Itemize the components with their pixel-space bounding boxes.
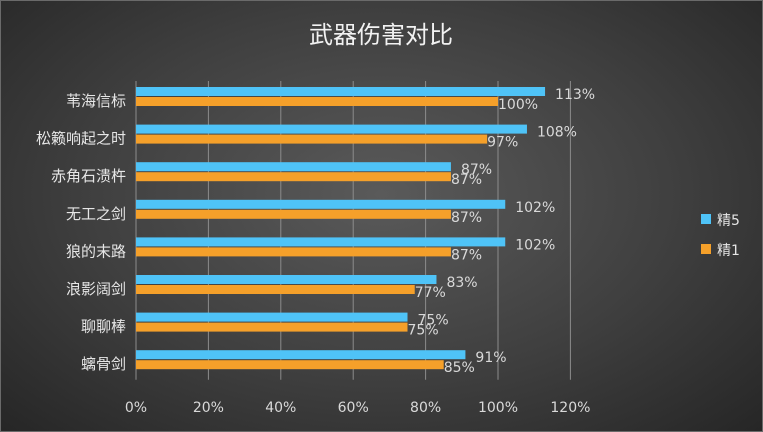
data-label: 75%	[418, 313, 449, 329]
bar	[136, 172, 451, 182]
legend-swatch	[701, 244, 711, 254]
category-label: 赤角石溃杵	[51, 167, 126, 185]
x-tick-label: 120%	[550, 400, 590, 416]
legend: 精5 精1	[701, 213, 740, 259]
x-tick-label: 20%	[193, 400, 224, 416]
bar	[136, 237, 506, 247]
category-label: 聊聊棒	[81, 318, 126, 336]
bar	[136, 87, 546, 96]
bars	[136, 87, 546, 370]
data-label: 113%	[555, 87, 595, 103]
data-label: 85%	[444, 360, 475, 376]
bar	[136, 97, 498, 106]
bar	[136, 322, 408, 332]
category-label: 螭骨剑	[81, 355, 126, 373]
x-tick-label: 60%	[338, 400, 369, 416]
data-label: 91%	[475, 350, 506, 366]
category-label: 浪影阔剑	[66, 280, 126, 298]
bar	[136, 209, 451, 219]
data-label: 102%	[515, 237, 555, 253]
bar	[136, 199, 506, 209]
bar	[136, 134, 488, 144]
data-label: 97%	[487, 135, 518, 151]
category-label: 苇海信标	[66, 92, 126, 110]
legend-label: 精5	[717, 213, 740, 229]
data-label: 77%	[415, 285, 446, 301]
legend-label: 精1	[717, 243, 740, 259]
data-label: 87%	[451, 172, 482, 188]
x-tick-label: 0%	[125, 400, 147, 416]
data-label: 75%	[408, 323, 439, 339]
data-label: 87%	[461, 162, 492, 178]
data-label: 87%	[451, 210, 482, 226]
data-labels: 113%100%108%97%87%87%102%87%102%87%83%77…	[408, 87, 596, 376]
data-label: 108%	[537, 125, 577, 141]
x-tick-label: 80%	[410, 400, 441, 416]
category-label: 松籁响起之时	[36, 130, 126, 148]
data-label: 83%	[446, 275, 477, 291]
bar	[136, 275, 437, 284]
value-axis: 0% 20% 40% 60% 80% 100% 120%	[125, 400, 591, 416]
x-tick-label: 100%	[478, 400, 518, 416]
chart-title: 武器伤害对比	[309, 21, 453, 49]
data-label: 87%	[451, 247, 482, 263]
category-label: 狼的末路	[66, 242, 126, 260]
bar	[136, 350, 466, 360]
bar	[136, 247, 451, 257]
bar	[136, 312, 408, 322]
data-label: 100%	[498, 97, 538, 113]
bar	[136, 124, 527, 134]
bar	[136, 162, 451, 172]
bar	[136, 285, 415, 294]
x-tick-label: 40%	[265, 400, 296, 416]
bar	[136, 360, 444, 370]
data-label: 102%	[515, 200, 555, 216]
legend-swatch	[701, 214, 711, 224]
category-label: 无工之剑	[66, 205, 126, 223]
